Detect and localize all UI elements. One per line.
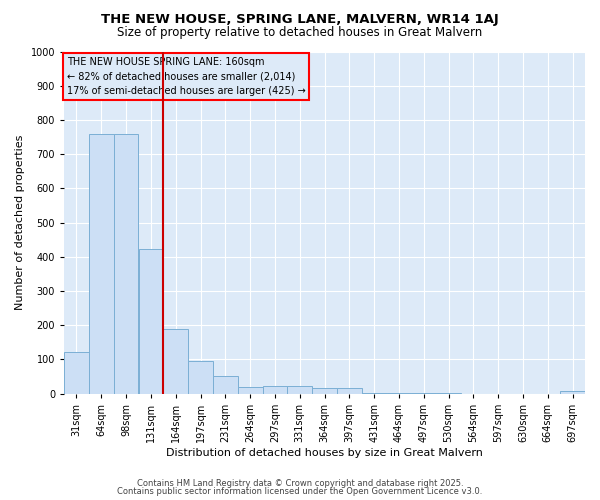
Text: THE NEW HOUSE, SPRING LANE, MALVERN, WR14 1AJ: THE NEW HOUSE, SPRING LANE, MALVERN, WR1…: [101, 12, 499, 26]
Bar: [312, 388, 337, 394]
Y-axis label: Number of detached properties: Number of detached properties: [15, 135, 25, 310]
Bar: [89, 134, 113, 394]
Bar: [64, 352, 89, 394]
Bar: [163, 328, 188, 394]
Bar: [139, 249, 163, 394]
Text: Size of property relative to detached houses in Great Malvern: Size of property relative to detached ho…: [118, 26, 482, 39]
Bar: [238, 386, 263, 394]
Bar: [263, 386, 287, 394]
Bar: [362, 392, 386, 394]
Text: Contains public sector information licensed under the Open Government Licence v3: Contains public sector information licen…: [118, 487, 482, 496]
Bar: [337, 388, 362, 394]
Bar: [113, 134, 139, 394]
Bar: [287, 386, 312, 394]
Bar: [213, 376, 238, 394]
Bar: [386, 393, 412, 394]
Text: Contains HM Land Registry data © Crown copyright and database right 2025.: Contains HM Land Registry data © Crown c…: [137, 478, 463, 488]
Bar: [560, 391, 585, 394]
X-axis label: Distribution of detached houses by size in Great Malvern: Distribution of detached houses by size …: [166, 448, 483, 458]
Bar: [188, 360, 213, 394]
Text: THE NEW HOUSE SPRING LANE: 160sqm
← 82% of detached houses are smaller (2,014)
1: THE NEW HOUSE SPRING LANE: 160sqm ← 82% …: [67, 56, 305, 96]
